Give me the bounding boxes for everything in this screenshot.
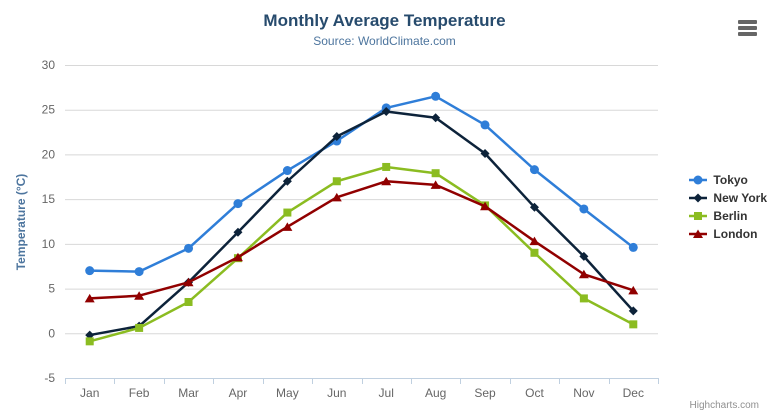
svg-text:Mar: Mar [178,386,199,400]
svg-text:Nov: Nov [573,386,594,400]
svg-text:20: 20 [42,147,56,161]
legend-item-tokyo[interactable]: Tokyo [688,173,767,187]
svg-text:5: 5 [48,282,55,296]
legend-item-london[interactable]: London [688,227,767,241]
legend-item-new-york[interactable]: New York [688,191,767,205]
svg-text:Dec: Dec [623,386,644,400]
legend-label: London [713,227,758,241]
svg-text:0: 0 [48,326,55,340]
svg-text:Feb: Feb [129,386,150,400]
svg-text:25: 25 [42,103,56,117]
chart-subtitle: Source: WorldClimate.com [313,34,456,48]
chart-title: Monthly Average Temperature [263,11,506,30]
hamburger-icon [738,20,757,24]
svg-text:Aug: Aug [425,386,446,400]
svg-text:Jan: Jan [80,386,99,400]
svg-text:Jul: Jul [379,386,394,400]
credits-link[interactable]: Highcharts.com [689,400,759,411]
diamond-marker-icon [689,193,708,203]
hamburger-icon [738,32,757,36]
legend-label: New York [713,191,767,205]
legend-label: Berlin [713,209,748,223]
svg-text:Temperature (°C): Temperature (°C) [14,174,28,271]
svg-text:Oct: Oct [525,386,544,400]
svg-text:Apr: Apr [229,386,248,400]
legend-label: Tokyo [713,173,748,187]
export-menu-button[interactable] [738,20,757,36]
svg-text:Sep: Sep [474,386,496,400]
hamburger-icon [738,26,757,30]
svg-text:15: 15 [42,192,56,206]
circle-marker-icon [689,175,708,185]
svg-text:Jun: Jun [327,386,346,400]
svg-text:30: 30 [42,58,56,72]
square-marker-icon [689,212,708,220]
svg-text:10: 10 [42,237,56,251]
triangle-marker-icon [689,229,708,238]
svg-text:May: May [276,386,299,400]
legend: Tokyo New York Berlin London [688,173,767,245]
legend-item-berlin[interactable]: Berlin [688,209,767,223]
svg-text:-5: -5 [44,371,55,385]
